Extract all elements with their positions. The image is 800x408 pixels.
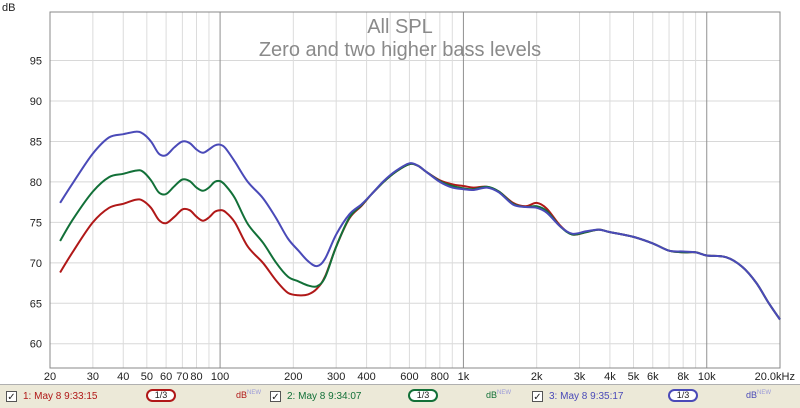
- legend-checkbox-2[interactable]: ✓: [270, 391, 281, 403]
- x-tick-label-19: 8k: [677, 371, 689, 383]
- y-tick-label-2: 70: [30, 258, 42, 270]
- x-tick-label-16: 4k: [604, 371, 616, 383]
- legend-db-3: dBNEW: [746, 390, 771, 400]
- y-tick-label-4: 80: [30, 177, 42, 189]
- y-tick-label-3: 75: [30, 217, 42, 229]
- legend-checkbox-1[interactable]: ✓: [6, 391, 17, 403]
- legend-db-sup-1: NEW: [247, 390, 262, 396]
- legend-smoothing-2[interactable]: 1/3: [408, 389, 438, 402]
- y-tick-label-0: 60: [30, 339, 42, 351]
- x-tick-label-14: 2k: [531, 371, 543, 383]
- y-axis-unit-label: dB: [2, 2, 15, 14]
- legend-db-1: dBNEW: [236, 390, 261, 400]
- series-line-3: [59, 130, 781, 321]
- y-tick-label-1: 65: [30, 298, 42, 310]
- legend-label-2: 2: May 8 9:34:07: [287, 391, 362, 402]
- x-tick-label-2: 40: [117, 371, 129, 383]
- x-tick-label-1: 30: [87, 371, 99, 383]
- y-tick-label-5: 85: [30, 136, 42, 148]
- x-tick-label-5: 70: [176, 371, 188, 383]
- y-tick-label-7: 95: [30, 56, 42, 68]
- x-tick-label-10: 400: [357, 371, 375, 383]
- legend-item-1[interactable]: ✓ 1: May 8 9:33:15: [6, 388, 98, 405]
- legend-db-sup-2: NEW: [497, 390, 512, 396]
- legend-db-label-3: dB: [746, 390, 758, 400]
- chart-title: All SPL: [367, 16, 433, 38]
- series-layer: [59, 130, 781, 321]
- legend-db-2: dBNEW: [486, 390, 511, 400]
- legend-db-sup-3: NEW: [757, 390, 772, 396]
- x-tick-label-18: 6k: [647, 371, 659, 383]
- x-tick-label-21: 20.0kHz: [755, 371, 795, 383]
- legend-bar: ✓ 1: May 8 9:33:15 1/3 dBNEW ✓ 2: May 8 …: [0, 384, 800, 408]
- x-tick-label-4: 60: [160, 371, 172, 383]
- x-tick-label-20: 10k: [698, 371, 716, 383]
- x-tick-label-3: 50: [141, 371, 153, 383]
- x-tick-label-6: 80: [190, 371, 202, 383]
- legend-item-3[interactable]: ✓ 3: May 8 9:35:17: [532, 388, 624, 405]
- x-tick-label-7: 100: [211, 371, 229, 383]
- legend-checkbox-3[interactable]: ✓: [532, 391, 543, 403]
- y-tick-labels: 60 65 70 75 80 85 90 95: [30, 56, 42, 351]
- legend-db-label-1: dB: [236, 390, 248, 400]
- x-tick-labels: 20 30 40 50 60 70 80 100 200 300 400 600 800 1k 2k 3k 4k…: [44, 371, 795, 383]
- plot-frame: [49, 11, 781, 369]
- legend-db-label-2: dB: [486, 390, 498, 400]
- x-tick-label-17: 5k: [628, 371, 640, 383]
- y-tick-label-6: 90: [30, 96, 42, 108]
- chart-subtitle: Zero and two higher bass levels: [259, 39, 541, 61]
- x-tick-label-15: 3k: [574, 371, 586, 383]
- legend-smoothing-3[interactable]: 1/3: [668, 389, 698, 402]
- plot-background: [0, 0, 800, 384]
- x-tick-label-11: 600: [400, 371, 418, 383]
- x-tick-label-12: 800: [431, 371, 449, 383]
- x-tick-label-13: 1k: [458, 371, 470, 383]
- x-tick-label-0: 20: [44, 371, 56, 383]
- x-tick-label-8: 200: [284, 371, 302, 383]
- legend-smoothing-1[interactable]: 1/3: [146, 389, 176, 402]
- legend-label-3: 3: May 8 9:35:17: [549, 391, 624, 402]
- legend-item-2[interactable]: ✓ 2: May 8 9:34:07: [270, 388, 362, 405]
- legend-label-1: 1: May 8 9:33:15: [23, 391, 98, 402]
- x-tick-label-9: 300: [327, 371, 345, 383]
